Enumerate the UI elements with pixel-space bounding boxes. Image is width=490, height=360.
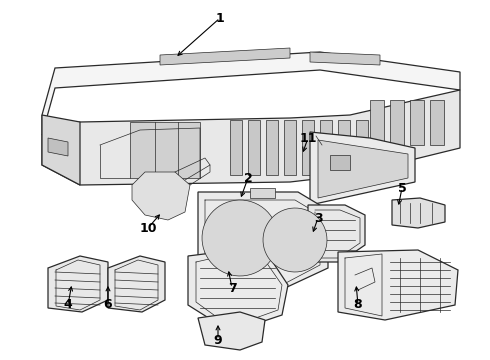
Polygon shape	[132, 172, 190, 220]
Polygon shape	[430, 100, 444, 145]
Polygon shape	[284, 120, 296, 175]
Polygon shape	[318, 140, 408, 198]
Text: 5: 5	[397, 181, 406, 194]
Text: 10: 10	[139, 221, 157, 234]
Text: 7: 7	[228, 282, 236, 294]
Polygon shape	[356, 120, 368, 175]
Polygon shape	[266, 120, 278, 175]
Polygon shape	[160, 48, 290, 65]
Polygon shape	[48, 256, 108, 312]
Polygon shape	[302, 120, 314, 175]
Text: 2: 2	[244, 171, 252, 184]
Polygon shape	[42, 115, 80, 185]
Text: 9: 9	[214, 333, 222, 346]
Polygon shape	[392, 198, 445, 228]
Text: 1: 1	[216, 12, 224, 24]
Polygon shape	[198, 192, 328, 288]
Polygon shape	[320, 120, 332, 175]
Polygon shape	[42, 52, 460, 135]
Polygon shape	[230, 120, 242, 175]
Polygon shape	[198, 312, 265, 350]
Text: 8: 8	[354, 298, 362, 311]
Polygon shape	[338, 250, 458, 320]
Polygon shape	[108, 256, 165, 312]
Polygon shape	[308, 205, 365, 262]
Polygon shape	[410, 100, 424, 145]
Polygon shape	[130, 122, 200, 178]
Text: 6: 6	[104, 298, 112, 311]
Polygon shape	[250, 188, 275, 198]
Polygon shape	[338, 120, 350, 175]
Polygon shape	[390, 100, 404, 145]
Polygon shape	[310, 132, 415, 205]
Polygon shape	[370, 100, 384, 145]
Text: 3: 3	[314, 211, 322, 225]
Polygon shape	[330, 155, 350, 170]
Polygon shape	[188, 252, 288, 325]
Polygon shape	[42, 90, 460, 185]
Polygon shape	[248, 120, 260, 175]
Polygon shape	[202, 200, 278, 276]
Text: 4: 4	[64, 298, 73, 311]
Polygon shape	[263, 208, 327, 272]
Polygon shape	[48, 138, 68, 156]
Text: 11: 11	[299, 131, 317, 144]
Polygon shape	[310, 52, 380, 65]
